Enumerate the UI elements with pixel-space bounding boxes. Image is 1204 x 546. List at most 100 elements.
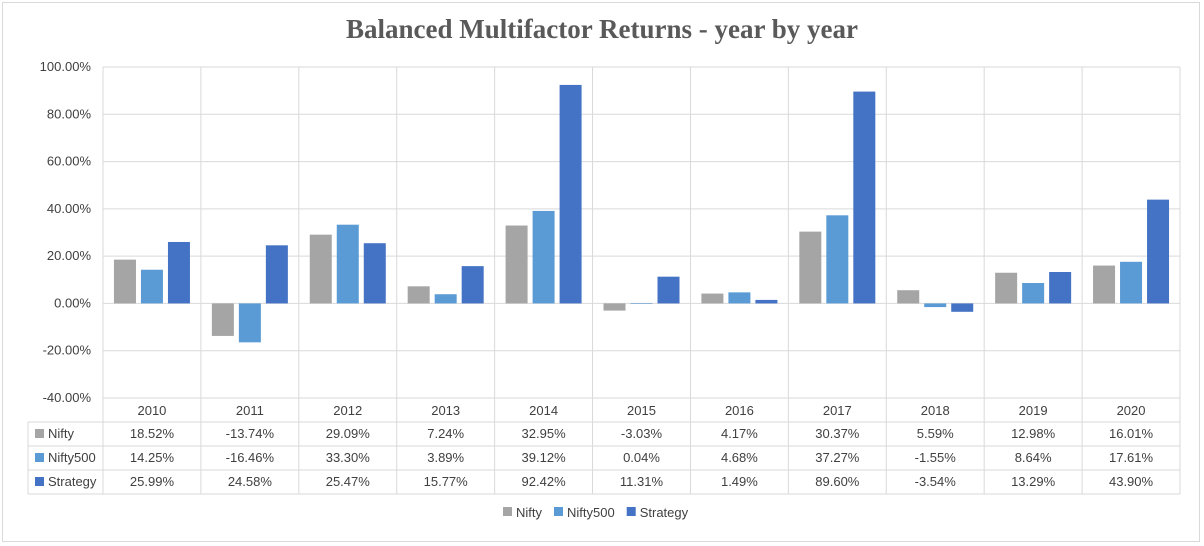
x-tick-label: 2013 <box>431 403 460 418</box>
bar-nifty500 <box>1022 283 1045 304</box>
bar-nifty <box>309 234 332 304</box>
y-tick-label: 0.00% <box>54 295 91 310</box>
bar-strategy <box>1049 272 1072 304</box>
table-cell: 4.17% <box>721 426 758 441</box>
bar-strategy <box>461 266 484 304</box>
bar-nifty500 <box>728 292 751 304</box>
table-cell: 0.04% <box>623 450 660 465</box>
table-cell: -3.54% <box>915 474 957 489</box>
table-cell: 17.61% <box>1109 450 1154 465</box>
table-cell: -16.46% <box>226 450 275 465</box>
bar-strategy <box>363 243 386 304</box>
y-tick-label: 60.00% <box>47 154 92 169</box>
table-cell: 12.98% <box>1011 426 1056 441</box>
bar-strategy <box>853 91 876 304</box>
table-cell: 25.47% <box>326 474 371 489</box>
bar-nifty <box>1093 265 1116 304</box>
table-series-name: Nifty500 <box>48 450 96 465</box>
bar-nifty <box>897 290 920 304</box>
table-cell: 89.60% <box>815 474 860 489</box>
table-cell: 11.31% <box>620 474 664 489</box>
x-tick-label: 2014 <box>529 403 558 418</box>
table-cell: 18.52% <box>130 426 175 441</box>
table-cell: -13.74% <box>226 426 275 441</box>
table-cell: 24.58% <box>228 474 273 489</box>
table-legend-key <box>35 453 44 462</box>
x-tick-label: 2015 <box>627 403 656 418</box>
table-cell: 43.90% <box>1109 474 1154 489</box>
bar-nifty500 <box>924 303 947 308</box>
table-cell: 32.95% <box>522 426 567 441</box>
x-tick-label: 2016 <box>725 403 754 418</box>
bar-strategy <box>265 245 288 304</box>
bar-nifty500 <box>336 224 359 304</box>
x-tick-label: 2019 <box>1019 403 1048 418</box>
table-cell: 15.77% <box>424 474 469 489</box>
table-cell: 7.24% <box>427 426 464 441</box>
bar-strategy <box>167 241 190 304</box>
bar-nifty <box>995 272 1018 304</box>
bar-nifty500 <box>434 294 457 304</box>
bar-strategy <box>755 299 778 304</box>
table-cell: -1.55% <box>915 450 957 465</box>
legend-swatch <box>503 507 512 516</box>
bar-nifty <box>211 303 234 336</box>
legend-swatch <box>626 507 636 516</box>
table-series-name: Nifty <box>48 426 75 441</box>
bar-nifty <box>113 259 136 304</box>
table-cell: 5.59% <box>917 426 954 441</box>
x-tick-label: 2012 <box>333 403 362 418</box>
legend-swatch <box>554 507 563 516</box>
y-tick-label: 100.00% <box>40 59 92 74</box>
x-tick-label: 2018 <box>921 403 950 418</box>
bar-nifty <box>505 225 528 304</box>
table-cell: 30.37% <box>815 426 860 441</box>
table-cell: 92.42% <box>522 474 567 489</box>
bar-strategy <box>951 303 974 312</box>
bar-strategy <box>1147 199 1170 304</box>
chart-title: Balanced Multifactor Returns - year by y… <box>346 14 858 44</box>
table-cell: 14.25% <box>130 450 175 465</box>
legend-label: Strategy <box>640 505 689 520</box>
bar-strategy <box>657 276 680 304</box>
x-tick-label: 2020 <box>1117 403 1146 418</box>
table-cell: -3.03% <box>621 426 663 441</box>
table-cell: 39.12% <box>522 450 567 465</box>
y-tick-label: 20.00% <box>47 248 92 263</box>
legend-label: Nifty500 <box>567 505 615 520</box>
table-cell: 8.64% <box>1015 450 1052 465</box>
bar-nifty <box>603 303 626 311</box>
table-cell: 13.29% <box>1011 474 1056 489</box>
bar-strategy <box>559 84 582 304</box>
bar-nifty500 <box>140 269 163 304</box>
bar-nifty500 <box>630 303 653 304</box>
table-cell: 4.68% <box>721 450 758 465</box>
table-series-name: Strategy <box>48 474 97 489</box>
x-tick-label: 2017 <box>823 403 852 418</box>
legend-label: Nifty <box>516 505 543 520</box>
bar-nifty500 <box>826 215 849 304</box>
table-cell: 29.09% <box>326 426 371 441</box>
table-cell: 3.89% <box>427 450 464 465</box>
bar-nifty500 <box>238 303 261 343</box>
x-tick-label: 2010 <box>137 403 166 418</box>
bar-nifty <box>701 293 724 304</box>
table-cell: 16.01% <box>1109 426 1154 441</box>
bar-nifty <box>407 286 430 304</box>
y-tick-label: 40.00% <box>47 201 92 216</box>
bar-nifty500 <box>532 210 555 304</box>
table-cell: 1.49% <box>721 474 758 489</box>
x-tick-label: 2011 <box>236 403 264 418</box>
bar-nifty <box>799 231 822 304</box>
bar-nifty500 <box>1120 261 1143 304</box>
y-tick-label: -20.00% <box>43 343 92 358</box>
table-legend-key <box>35 477 44 486</box>
table-cell: 37.27% <box>815 450 860 465</box>
table-cell: 25.99% <box>130 474 175 489</box>
y-tick-label: -40.00% <box>43 390 92 405</box>
table-cell: 33.30% <box>326 450 371 465</box>
y-tick-label: 80.00% <box>47 106 92 121</box>
table-legend-key <box>35 429 44 438</box>
